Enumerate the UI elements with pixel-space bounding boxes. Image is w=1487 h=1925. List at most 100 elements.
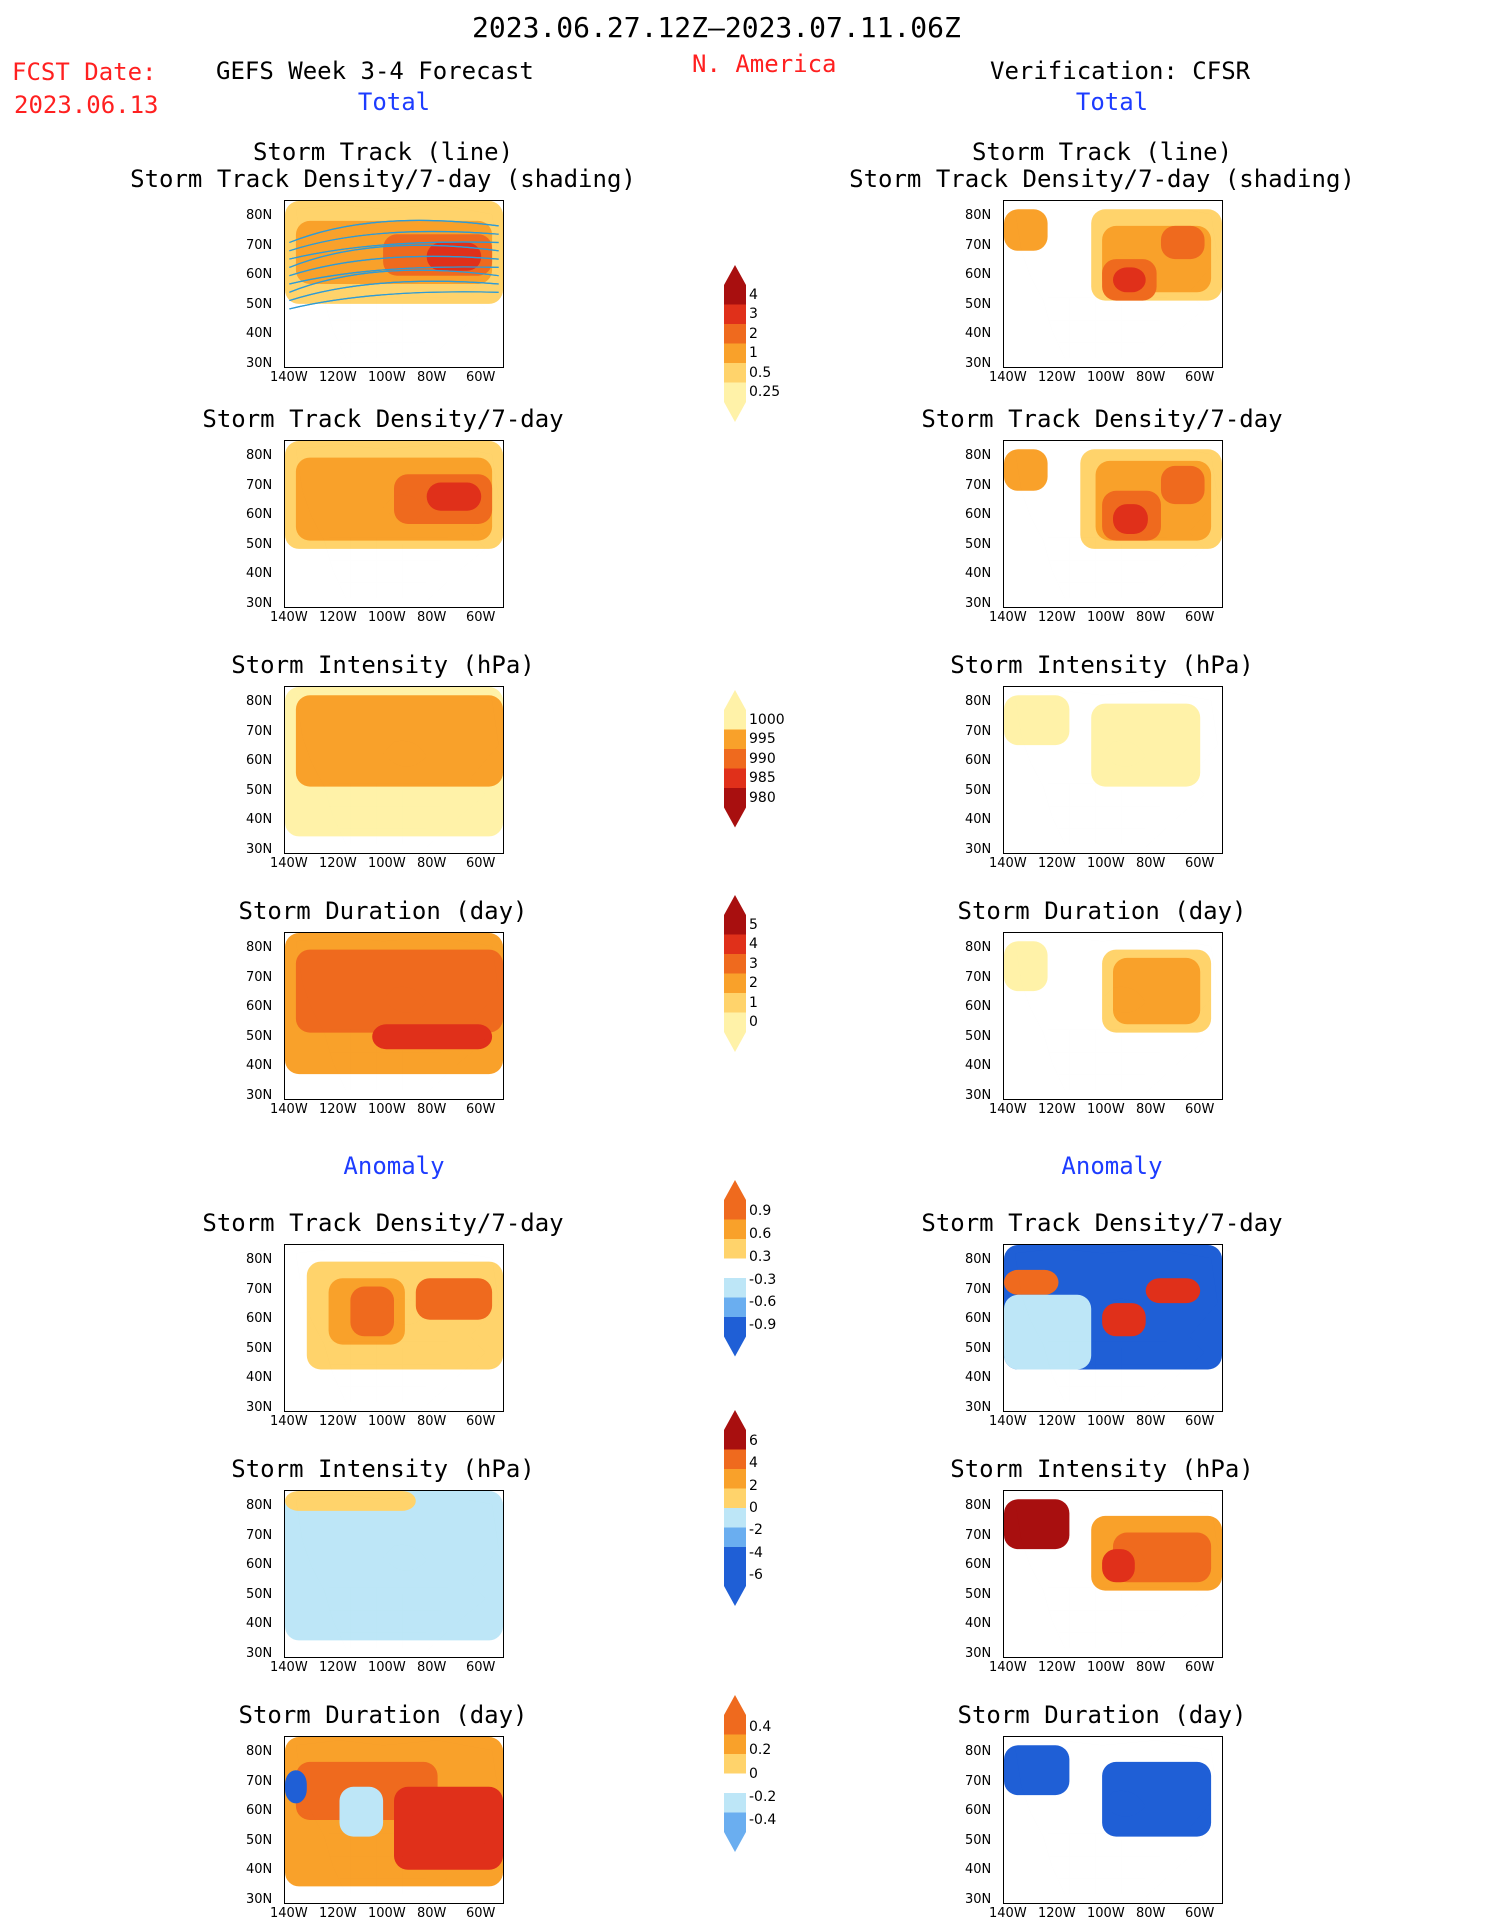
shading-area (1113, 1532, 1212, 1583)
colorbar-label: -6 (749, 1566, 763, 1583)
map-svg (1004, 441, 1222, 607)
storm-track-line (289, 244, 499, 268)
map-panel-int_anom_R (1003, 1490, 1223, 1658)
map-outline (329, 537, 449, 598)
colorbar-density_total (724, 265, 746, 422)
lat-tick-label: 70N (965, 1527, 992, 1543)
colorbar-segment (724, 973, 746, 993)
storm-track-line (289, 230, 499, 252)
lon-tick-label: 120W (1038, 1660, 1076, 1675)
lat-tick-label: 80N (965, 1498, 992, 1513)
shading-area (1145, 1278, 1201, 1304)
lat-tick-label: 50N (246, 296, 273, 312)
colorbar-segment (724, 343, 746, 363)
lat-tick-label: 50N (246, 1340, 273, 1356)
lat-tick-label: 60N (246, 1557, 273, 1572)
storm-track-line (289, 269, 499, 293)
lat-tick-label: 70N (246, 1281, 273, 1297)
shading-area (285, 1770, 307, 1804)
colorbar-bottom-arrow (724, 1586, 746, 1606)
lat-tick-label: 50N (246, 1586, 273, 1602)
total-label-right: Total (1075, 88, 1149, 116)
colorbar-bottom-arrow (724, 1032, 746, 1052)
colorbar-duration_anom (724, 1695, 746, 1852)
shading-area (1004, 449, 1048, 491)
lon-tick-label: 120W (319, 610, 357, 625)
lat-tick-label: 30N (965, 1891, 992, 1907)
lon-tick-label: 140W (270, 610, 308, 625)
storm-track-line (289, 280, 499, 302)
lon-tick-label: 80W (1136, 1660, 1166, 1675)
lon-tick-label: 120W (1038, 1906, 1076, 1921)
colorbar-bottom-arrow (724, 402, 746, 422)
storm-track-line (289, 291, 499, 310)
lat-tick-label: 50N (965, 782, 992, 798)
lat-tick-label: 70N (246, 1527, 273, 1543)
lon-tick-label: 120W (1038, 610, 1076, 625)
shading-area (1160, 225, 1205, 260)
lon-tick-label: 80W (417, 856, 447, 871)
lon-tick-label: 100W (368, 1906, 406, 1921)
colorbar-segment (724, 1297, 746, 1317)
shading-area (285, 1491, 416, 1511)
lat-tick-label: 30N (246, 1399, 273, 1415)
map-svg (1004, 933, 1222, 1099)
lon-tick-label: 120W (1038, 856, 1076, 871)
colorbar-segment (724, 304, 746, 324)
colorbar-label: 1 (749, 994, 758, 1011)
lat-tick-label: 60N (246, 1803, 273, 1818)
shading-area (1004, 209, 1048, 251)
lat-tick-label: 30N (246, 841, 273, 857)
map-panel-dur_total_R (1003, 932, 1223, 1100)
lon-tick-label: 80W (1136, 1102, 1166, 1117)
colorbar-segment (724, 954, 746, 974)
map-svg (1004, 687, 1222, 853)
colorbar-label: -0.2 (749, 1788, 777, 1805)
lat-tick-label: 50N (965, 296, 992, 312)
map-svg (285, 933, 503, 1099)
colorbar-bottom-arrow (724, 807, 746, 828)
lat-tick-label: 80N (246, 694, 273, 709)
lat-tick-label: 60N (246, 753, 273, 768)
panel-title: Storm Duration (day) (957, 897, 1247, 925)
lon-tick-label: 60W (466, 610, 496, 625)
colorbar-top-arrow (724, 1410, 746, 1430)
colorbar-label: 2 (749, 975, 758, 992)
lat-tick-label: 70N (965, 1773, 992, 1789)
right-column-title: Verification: CFSR (990, 57, 1251, 85)
lon-tick-label: 100W (1087, 1102, 1125, 1117)
lon-tick-label: 80W (1136, 610, 1166, 625)
shading-area (1102, 1549, 1135, 1583)
shading-area (426, 482, 482, 511)
map-outline (1048, 1587, 1168, 1648)
lat-tick-label: 50N (965, 1832, 992, 1848)
colorbar-segment (724, 788, 746, 808)
lat-tick-label: 70N (965, 477, 992, 493)
lon-tick-label: 60W (1185, 1102, 1215, 1117)
colorbar-segment (724, 749, 746, 769)
lat-tick-label: 60N (965, 507, 992, 522)
storm-track-line (289, 219, 499, 244)
lon-tick-label: 140W (270, 370, 308, 385)
map-outline (1048, 297, 1168, 358)
lon-tick-label: 100W (1087, 856, 1125, 871)
lat-tick-label: 30N (246, 1891, 273, 1907)
lat-tick-label: 50N (246, 1028, 273, 1044)
lon-tick-label: 120W (1038, 1102, 1076, 1117)
map-outline (1048, 537, 1168, 598)
shading-area (1160, 465, 1205, 505)
lon-tick-label: 60W (466, 856, 496, 871)
colorbar-segment (724, 1258, 746, 1278)
colorbar-label: -0.9 (749, 1317, 777, 1334)
lon-tick-label: 80W (1136, 856, 1166, 871)
colorbar-segment (724, 363, 746, 383)
panel-title: Storm Track Density/7-day (202, 405, 564, 433)
lon-tick-label: 140W (989, 1906, 1027, 1921)
lat-tick-label: 50N (965, 1340, 992, 1356)
lon-tick-label: 60W (1185, 1660, 1215, 1675)
fcst-date-value: 2023.06.13 (14, 91, 159, 119)
lat-tick-label: 40N (965, 326, 992, 341)
map-panel-trk_total_R (1003, 200, 1223, 368)
lon-tick-label: 140W (270, 1906, 308, 1921)
colorbar-segment (724, 915, 746, 935)
